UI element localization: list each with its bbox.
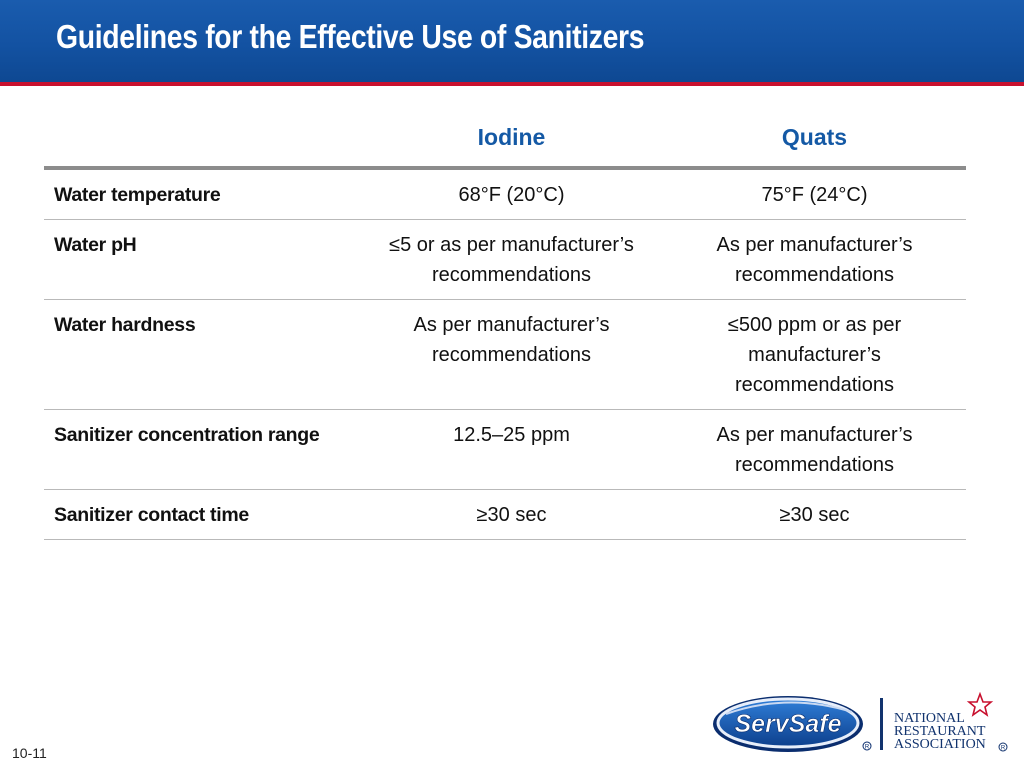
table-row-sanitizer-concentration-range: Sanitizer concentration range 12.5–25 pp…: [44, 409, 966, 490]
footer-logos: ServSafe R NATIONAL RESTAURANT ASSOCIATI…: [712, 688, 1012, 758]
quats-value: ≥30 sec: [663, 489, 966, 540]
svg-text:ASSOCIATION: ASSOCIATION: [894, 737, 986, 752]
column-header-iodine: Iodine: [360, 108, 663, 170]
sanitizer-guidelines-table: Iodine Quats Water temperature 68°F (20°…: [44, 108, 966, 540]
iodine-value: As per manufacturer’s recommendations: [360, 299, 663, 410]
row-label: Sanitizer concentration range: [44, 409, 360, 490]
table-row-water-temperature: Water temperature 68°F (20°C) 75°F (24°C…: [44, 168, 966, 220]
quats-value: 75°F (24°C): [663, 168, 966, 220]
quats-value: As per manufacturer’s recommendations: [663, 219, 966, 300]
table-header-row: Iodine Quats: [44, 108, 966, 170]
quats-value: ≤500 ppm or as per manufacturer’s recomm…: [663, 299, 966, 410]
svg-text:R: R: [865, 745, 870, 751]
quats-value: As per manufacturer’s recommendations: [663, 409, 966, 490]
iodine-value: 12.5–25 ppm: [360, 409, 663, 490]
svg-text:NATIONAL: NATIONAL: [894, 711, 965, 726]
row-label: Water pH: [44, 219, 360, 300]
svg-text:RESTAURANT: RESTAURANT: [894, 724, 986, 739]
row-label: Water temperature: [44, 168, 360, 220]
column-header-quats: Quats: [663, 108, 966, 170]
row-label: Water hardness: [44, 299, 360, 410]
title-bar-underline: [0, 82, 1024, 86]
table-row-sanitizer-contact-time: Sanitizer contact time ≥30 sec ≥30 sec: [44, 489, 966, 540]
slide-title: Guidelines for the Effective Use of Sani…: [56, 18, 645, 55]
servsafe-wordmark: ServSafe: [734, 710, 841, 738]
iodine-value: ≤5 or as per manufacturer’s recommendati…: [360, 219, 663, 300]
title-bar: Guidelines for the Effective Use of Sani…: [0, 0, 1024, 82]
logo-divider: [880, 698, 883, 750]
iodine-value: ≥30 sec: [360, 489, 663, 540]
iodine-value: 68°F (20°C): [360, 168, 663, 220]
star-icon: [966, 692, 994, 717]
svg-text:R: R: [1001, 746, 1006, 752]
national-restaurant-association-logo: NATIONAL RESTAURANT ASSOCIATION R: [894, 692, 1008, 752]
column-header-criteria: [44, 108, 360, 170]
row-label: Sanitizer contact time: [44, 489, 360, 540]
servsafe-logo: ServSafe R: [713, 696, 872, 752]
table-row-water-hardness: Water hardness As per manufacturer’s rec…: [44, 299, 966, 410]
slide-number: 10-11: [12, 745, 47, 761]
table-row-water-ph: Water pH ≤5 or as per manufacturer’s rec…: [44, 219, 966, 300]
